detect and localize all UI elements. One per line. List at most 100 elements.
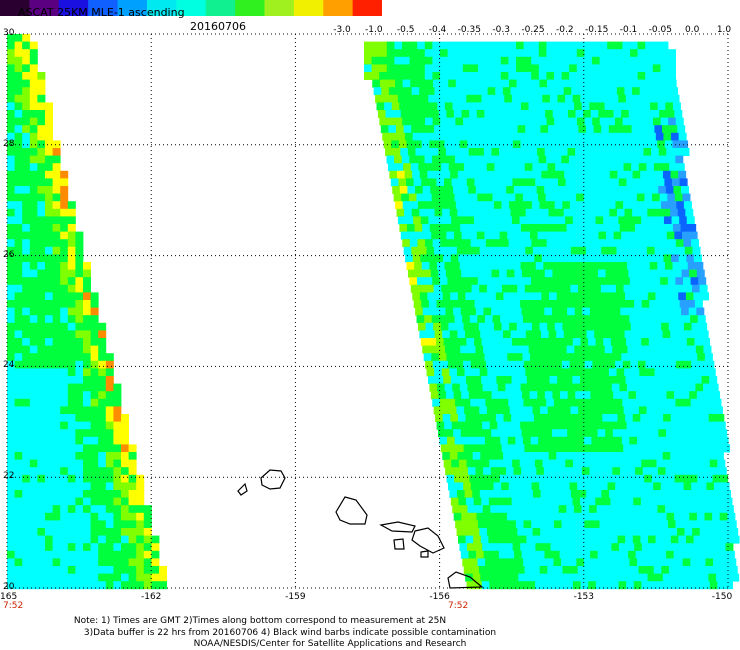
swath-cell	[532, 566, 541, 574]
swath-cell	[605, 429, 614, 438]
swath-cell	[476, 474, 485, 483]
swath-cell	[475, 383, 484, 392]
swath-cell	[681, 429, 690, 438]
swath-cell	[594, 414, 603, 422]
swath-cell	[652, 520, 661, 529]
swath-cell	[658, 391, 667, 400]
swath-cell	[468, 512, 477, 521]
swath-cell	[557, 376, 566, 384]
swath-cell	[707, 490, 716, 498]
swath-cell	[485, 277, 494, 286]
swath-cell	[588, 459, 597, 468]
swath-cell	[494, 163, 503, 172]
swath-cell	[52, 398, 61, 407]
swath-cell	[533, 330, 542, 339]
swath-cell	[523, 398, 532, 407]
swath-cell	[584, 41, 593, 50]
swath-cell	[478, 444, 487, 453]
swath-cell	[530, 193, 539, 202]
swath-cell	[409, 155, 418, 164]
swath-cell	[534, 94, 543, 103]
swath-cell	[45, 186, 53, 194]
swath-cell	[385, 110, 394, 118]
swath-cell	[643, 550, 652, 559]
swath-cell	[561, 72, 570, 80]
swath-cell	[22, 436, 31, 445]
swath-cell	[650, 186, 659, 194]
swath-cell	[52, 406, 61, 415]
swath-cell	[473, 216, 482, 225]
swath-cell	[635, 345, 644, 354]
swath-cell	[52, 148, 61, 156]
swath-cell	[645, 72, 654, 80]
swath-cell	[455, 322, 464, 331]
swath-cell	[666, 512, 675, 521]
swath-cell	[530, 558, 539, 567]
swath-cell	[550, 140, 559, 149]
swath-cell	[561, 520, 570, 529]
swath-cell	[564, 254, 573, 263]
graticule	[6, 33, 729, 589]
swath-cell	[569, 41, 578, 50]
swath-cell	[502, 490, 511, 498]
swath-cell	[675, 398, 684, 407]
swath-cell	[37, 155, 46, 164]
swath-cell	[508, 239, 517, 248]
swath-cell	[663, 132, 672, 141]
swath-cell	[83, 391, 91, 400]
swath-cell	[426, 368, 435, 377]
swath-cell	[611, 262, 620, 270]
swath-cell	[509, 322, 518, 331]
swath-cell	[638, 566, 647, 574]
swath-cell	[98, 482, 107, 491]
swath-cell	[105, 376, 114, 384]
swath-cell	[630, 482, 639, 491]
swath-cell	[639, 452, 648, 460]
swath-cell	[707, 368, 716, 377]
swath-cell	[609, 170, 618, 179]
swath-cell	[637, 56, 646, 65]
swath-cell	[564, 535, 573, 544]
swath-cell	[585, 201, 594, 210]
swath-cell	[679, 543, 688, 552]
swath-cell	[447, 155, 456, 164]
swath-cell	[549, 132, 558, 141]
swath-cell	[524, 444, 533, 453]
swath-cell	[7, 284, 15, 293]
swath-cell	[617, 254, 626, 263]
swath-cell	[45, 391, 53, 400]
swath-cell	[37, 414, 46, 422]
swath-cell	[429, 140, 438, 149]
colorbar-segment	[58, 0, 89, 16]
swath-cell	[667, 155, 676, 164]
swath-cell	[589, 186, 598, 194]
swath-cell	[630, 56, 638, 65]
swath-cell	[515, 277, 524, 286]
swath-cell	[29, 467, 38, 476]
swath-cell	[14, 497, 23, 506]
swath-cell	[75, 398, 84, 407]
swath-cell	[592, 201, 601, 210]
colorbar-label: -0.25	[521, 25, 545, 35]
swath-cell	[98, 345, 107, 354]
swath-cell	[659, 315, 668, 324]
swath-cell	[623, 163, 632, 172]
swath-cell	[22, 170, 31, 179]
swath-cell	[633, 459, 642, 468]
swath-cell	[83, 345, 91, 354]
swath-cell	[14, 208, 23, 217]
swath-cell	[467, 505, 476, 514]
swath-cell	[470, 398, 479, 407]
swath-cell	[526, 414, 535, 422]
swath-cell	[634, 421, 643, 430]
swath-cell	[565, 178, 574, 187]
swath-cell	[595, 132, 604, 141]
swath-cell	[493, 322, 502, 331]
swath-cell	[553, 277, 562, 286]
swath-cell	[670, 535, 679, 544]
swath-cell	[561, 277, 570, 286]
swath-cell	[143, 581, 152, 590]
swath-cell	[488, 376, 497, 384]
swath-cell	[671, 376, 680, 384]
swath-cell	[612, 224, 621, 232]
